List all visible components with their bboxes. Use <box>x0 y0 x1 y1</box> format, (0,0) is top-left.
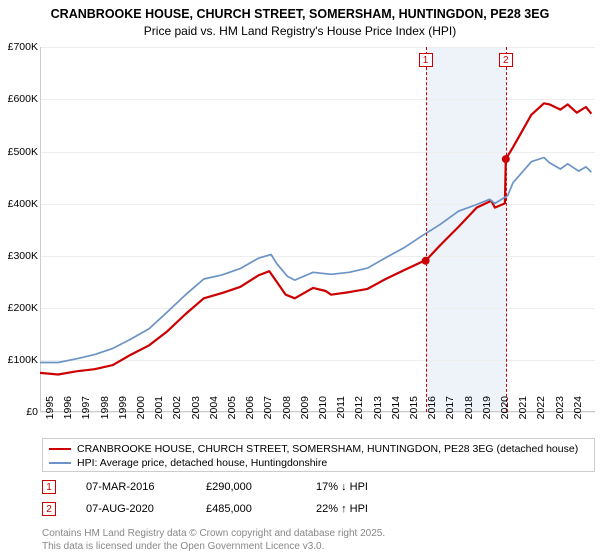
sale-row-2: 2 07-AUG-2020 £485,000 22% ↑ HPI <box>42 502 368 516</box>
x-axis-label: 2008 <box>281 396 293 426</box>
legend-swatch-1 <box>49 448 71 450</box>
sale-diff-1: 17% ↓ HPI <box>316 481 368 493</box>
credits-line2: This data is licensed under the Open Gov… <box>42 541 324 552</box>
chart-title-line2: Price paid vs. HM Land Registry's House … <box>0 24 600 42</box>
legend-item-2: HPI: Average price, detached house, Hunt… <box>49 456 588 470</box>
marker-box: 2 <box>499 53 513 67</box>
x-axis-label: 2015 <box>408 396 420 426</box>
marker-line <box>426 47 427 412</box>
x-axis-label: 2006 <box>244 396 256 426</box>
y-axis-label: £0 <box>0 406 38 418</box>
sale-date-1: 07-MAR-2016 <box>86 481 176 493</box>
sale-price-1: £290,000 <box>206 481 286 493</box>
y-axis-label: £700K <box>0 41 38 53</box>
x-axis-label: 2019 <box>481 396 493 426</box>
legend: CRANBROOKE HOUSE, CHURCH STREET, SOMERSH… <box>42 438 595 472</box>
x-axis-label: 2024 <box>572 396 584 426</box>
sale-diff-2: 22% ↑ HPI <box>316 503 368 515</box>
line-svg <box>40 47 595 412</box>
x-axis-label: 2002 <box>171 396 183 426</box>
credits-line1: Contains HM Land Registry data © Crown c… <box>42 528 385 539</box>
x-axis-label: 2014 <box>390 396 402 426</box>
x-axis-label: 2001 <box>153 396 165 426</box>
chart-area: 1 2 £0 £100K £200K £300K £400K £500K £600K £700K… <box>0 42 600 432</box>
y-axis-label: £100K <box>0 354 38 366</box>
x-axis-label: 2004 <box>208 396 220 426</box>
sale-row-1: 1 07-MAR-2016 £290,000 17% ↓ HPI <box>42 480 368 494</box>
series-line-price_paid <box>40 104 591 375</box>
x-axis-label: 2011 <box>335 396 347 426</box>
x-axis-label: 2003 <box>190 396 202 426</box>
x-axis-label: 2023 <box>554 396 566 426</box>
chart-title-line1: CRANBROOKE HOUSE, CHURCH STREET, SOMERSH… <box>0 0 600 24</box>
legend-swatch-2 <box>49 462 71 464</box>
y-axis-label: £300K <box>0 250 38 262</box>
x-axis-label: 2012 <box>353 396 365 426</box>
x-axis-label: 2022 <box>535 396 547 426</box>
y-axis-label: £600K <box>0 93 38 105</box>
x-axis-label: 1995 <box>44 396 56 426</box>
x-axis-label: 2016 <box>426 396 438 426</box>
x-axis-label: 2017 <box>444 396 456 426</box>
x-axis-label: 2007 <box>262 396 274 426</box>
sale-marker-2: 2 <box>42 502 56 516</box>
sale-price-2: £485,000 <box>206 503 286 515</box>
legend-item-1: CRANBROOKE HOUSE, CHURCH STREET, SOMERSH… <box>49 442 588 456</box>
series-line-hpi <box>40 158 591 363</box>
marker-box: 1 <box>419 53 433 67</box>
marker-line <box>506 47 507 412</box>
sale-date-2: 07-AUG-2020 <box>86 503 176 515</box>
x-axis-label: 2000 <box>135 396 147 426</box>
x-axis-label: 2009 <box>299 396 311 426</box>
x-axis-label: 1996 <box>62 396 74 426</box>
x-axis-label: 1997 <box>80 396 92 426</box>
y-axis-label: £400K <box>0 198 38 210</box>
x-axis-label: 2021 <box>517 396 529 426</box>
sale-marker-1: 1 <box>42 480 56 494</box>
x-axis-label: 2010 <box>317 396 329 426</box>
y-axis-label: £500K <box>0 146 38 158</box>
x-axis-label: 2013 <box>372 396 384 426</box>
legend-label-1: CRANBROOKE HOUSE, CHURCH STREET, SOMERSH… <box>77 443 578 455</box>
legend-label-2: HPI: Average price, detached house, Hunt… <box>77 457 327 469</box>
y-axis-label: £200K <box>0 302 38 314</box>
x-axis-label: 2018 <box>463 396 475 426</box>
x-axis-label: 2020 <box>499 396 511 426</box>
x-axis-label: 1998 <box>99 396 111 426</box>
x-axis-label: 1999 <box>117 396 129 426</box>
x-axis-label: 2005 <box>226 396 238 426</box>
